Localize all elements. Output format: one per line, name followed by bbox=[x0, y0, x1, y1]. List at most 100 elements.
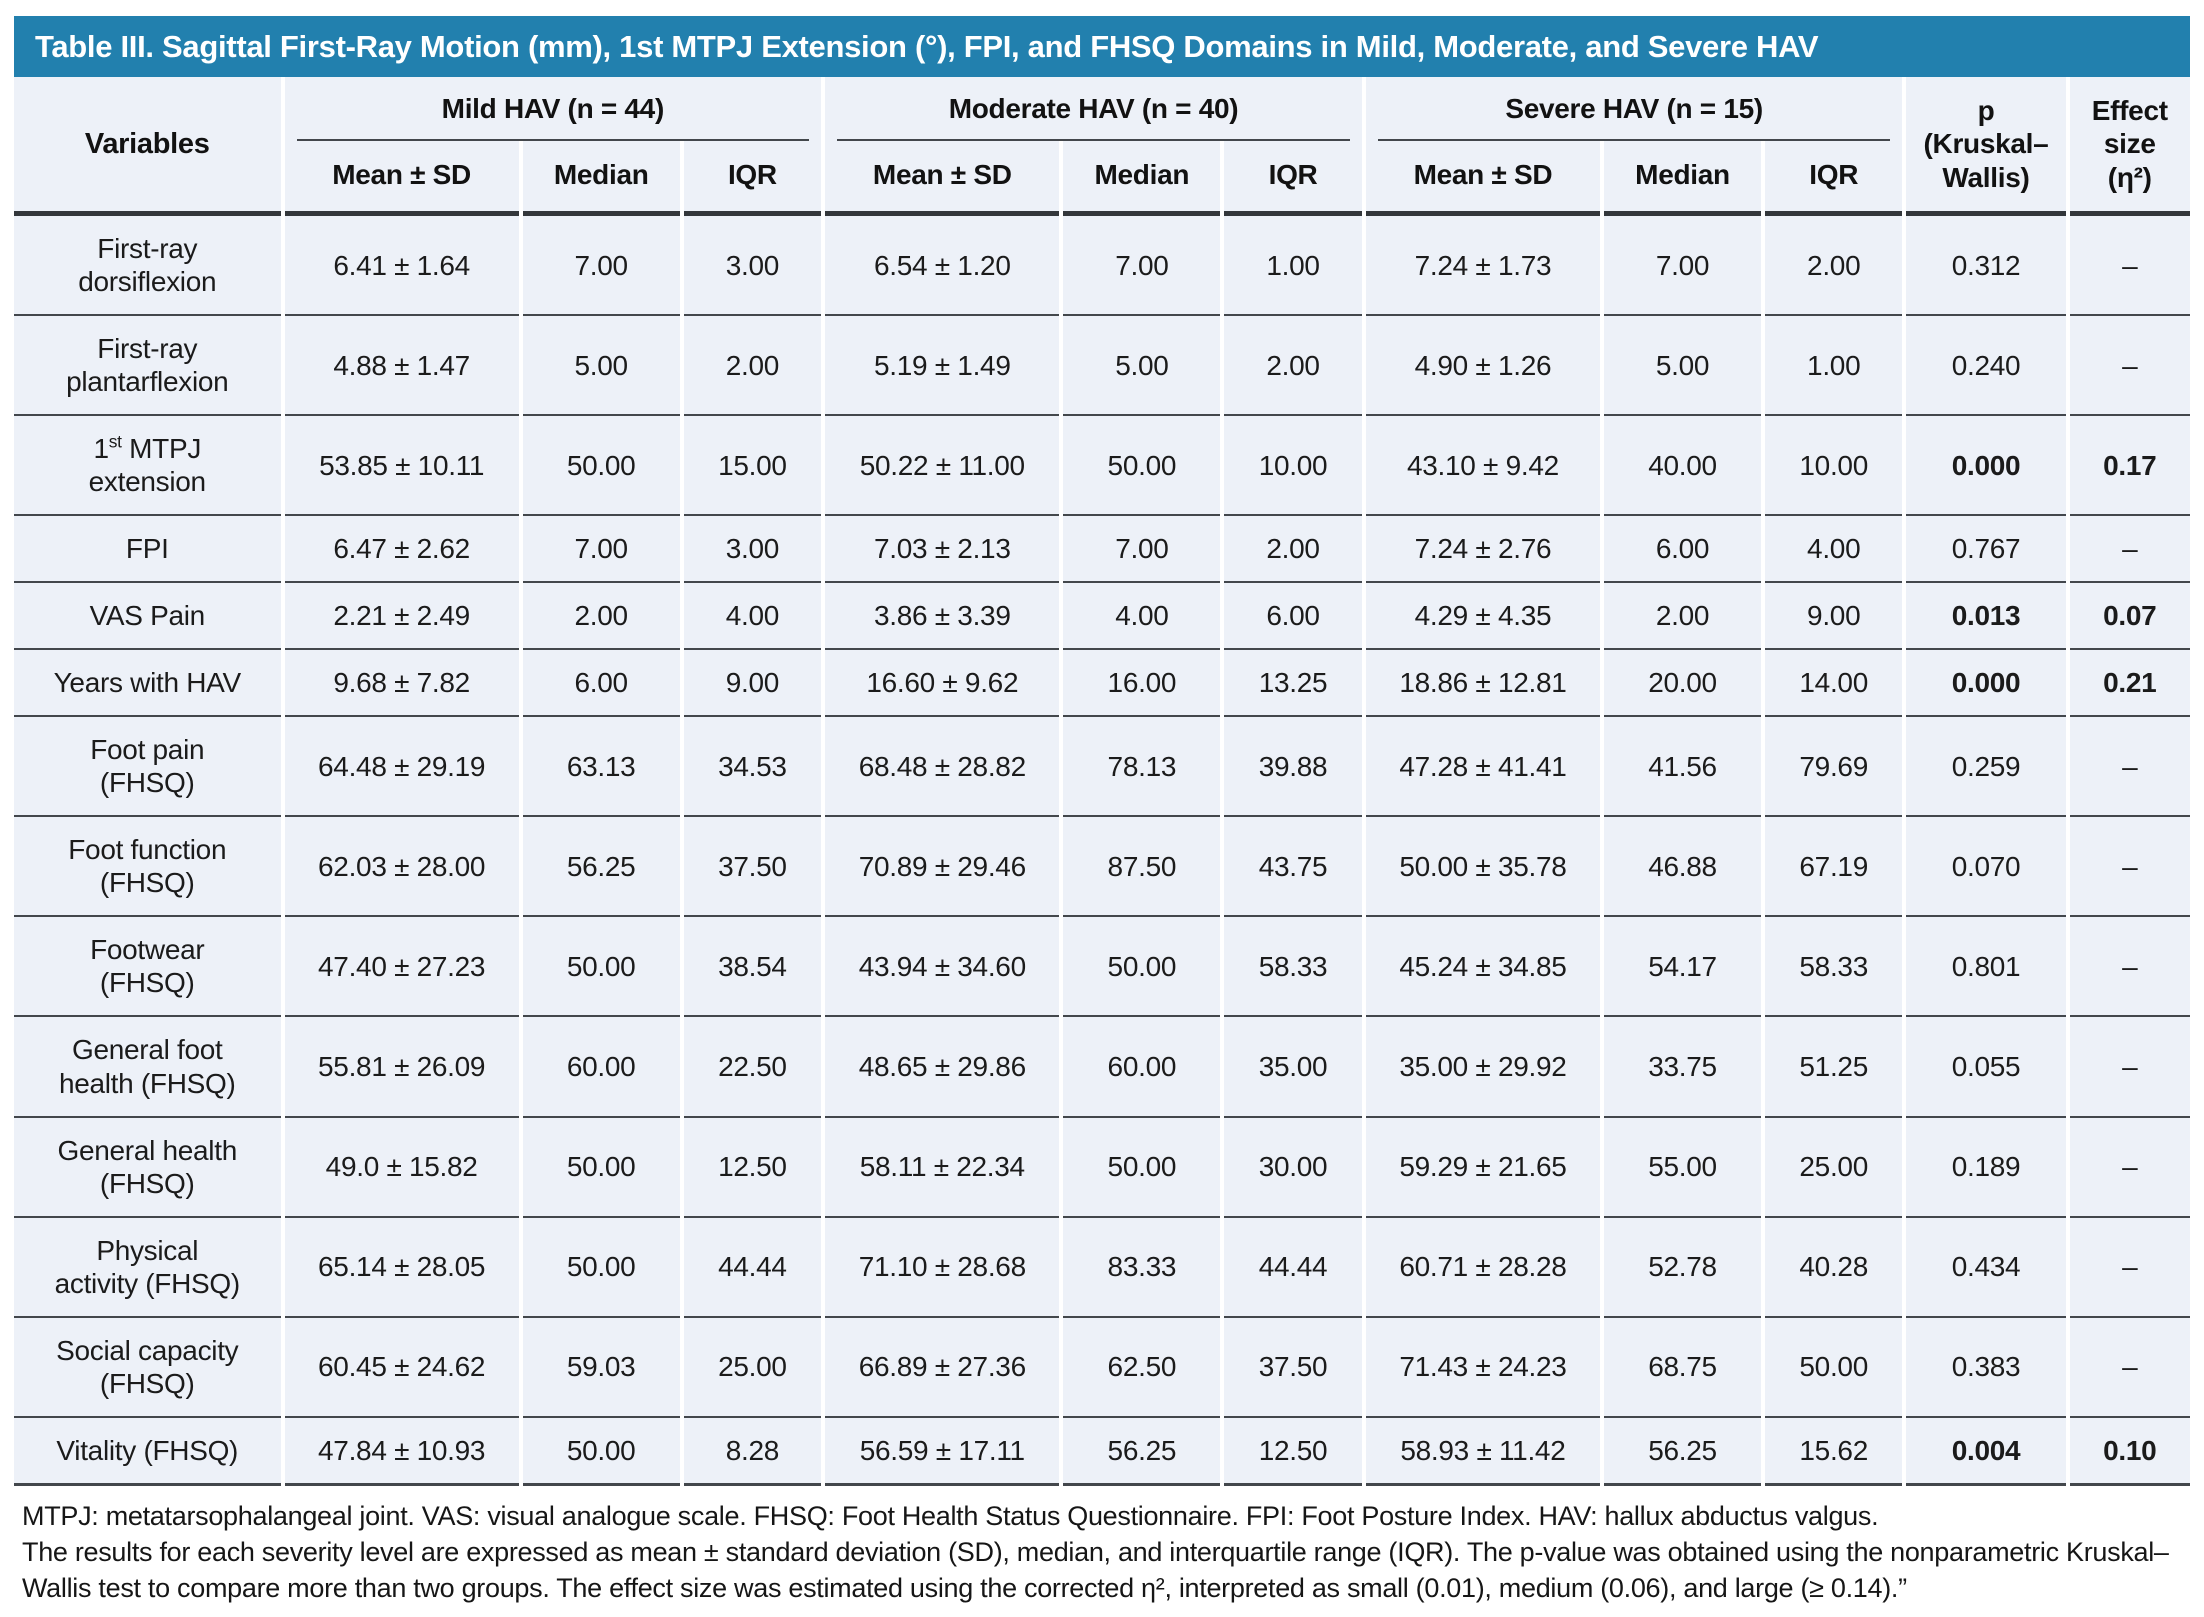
cell-value: 1.00 bbox=[1224, 216, 1362, 317]
cell-value: 50.00 bbox=[1764, 1317, 1903, 1418]
cell-value: 40.28 bbox=[1764, 1217, 1903, 1318]
cell-value: 30.00 bbox=[1224, 1117, 1362, 1218]
cell-value: 62.03 ± 28.00 bbox=[284, 817, 519, 918]
subheader-moderate-iqr: IQR bbox=[1224, 141, 1362, 216]
cell-effect-size: 0.10 bbox=[2069, 1417, 2190, 1486]
footnote-abbreviations: MTPJ: metatarsophalangeal joint. VAS: vi… bbox=[22, 1500, 1879, 1531]
cell-value: 47.84 ± 10.93 bbox=[284, 1417, 519, 1486]
row-label: General health (FHSQ) bbox=[14, 1117, 281, 1218]
cell-value: 9.00 bbox=[683, 650, 822, 718]
table-row: Footwear (FHSQ) 47.40 ± 27.23 50.00 38.54 43… bbox=[14, 917, 2190, 1018]
table-row: First-ray dorsiflexion 6.41 ± 1.64 7.00 3.0… bbox=[14, 216, 2190, 317]
cell-value: 50.22 ± 11.00 bbox=[825, 416, 1060, 517]
table-header: Variables Mild HAV (n = 44) Moderate HAV… bbox=[14, 77, 2190, 216]
cell-value: 50.00 bbox=[522, 416, 680, 517]
cell-value: 9.68 ± 7.82 bbox=[284, 650, 519, 718]
subheader-mild-iqr: IQR bbox=[683, 141, 822, 216]
row-label-text: 1 bbox=[93, 433, 109, 465]
table-row: Vitality (FHSQ) 47.84 ± 10.93 50.00 8.28 56.… bbox=[14, 1417, 2190, 1486]
cell-effect-size: 0.17 bbox=[2069, 416, 2190, 517]
cell-value: 14.00 bbox=[1764, 650, 1903, 718]
cell-p-value: 0.004 bbox=[1906, 1417, 2066, 1486]
cell-value: 60.00 bbox=[1063, 1017, 1221, 1118]
cell-value: 50.00 bbox=[522, 917, 680, 1018]
cell-value: 22.50 bbox=[683, 1017, 822, 1118]
cell-value: 50.00 bbox=[522, 1117, 680, 1218]
subheader-severe-median: Median bbox=[1604, 141, 1761, 216]
cell-value: 66.89 ± 27.36 bbox=[825, 1317, 1060, 1418]
cell-value: 6.54 ± 1.20 bbox=[825, 216, 1060, 317]
group-header-mild: Mild HAV (n = 44) bbox=[284, 77, 822, 141]
cell-value: 50.00 ± 35.78 bbox=[1365, 817, 1601, 918]
cell-value: 41.56 bbox=[1604, 717, 1761, 818]
cell-value: 68.75 bbox=[1604, 1317, 1761, 1418]
cell-p-value: 0.070 bbox=[1906, 817, 2066, 918]
cell-value: 45.24 ± 34.85 bbox=[1365, 917, 1601, 1018]
cell-value: 18.86 ± 12.81 bbox=[1365, 650, 1601, 718]
cell-effect-size: – bbox=[2069, 316, 2190, 417]
row-label: Social capacity (FHSQ) bbox=[14, 1317, 281, 1418]
table-title: Table III. Sagittal First-Ray Motion (mm… bbox=[14, 16, 2190, 77]
cell-value: 4.00 bbox=[1063, 583, 1221, 651]
cell-value: 53.85 ± 10.11 bbox=[284, 416, 519, 517]
cell-value: 52.78 bbox=[1604, 1217, 1761, 1318]
cell-value: 4.29 ± 4.35 bbox=[1365, 583, 1601, 651]
cell-p-value: 0.189 bbox=[1906, 1117, 2066, 1218]
cell-effect-size: – bbox=[2069, 516, 2190, 584]
group-header-mild-label: Mild HAV (n = 44) bbox=[296, 93, 810, 141]
subcolumn-header-row: Mean ± SD Median IQR Mean ± SD Median IQ… bbox=[14, 141, 2190, 216]
row-label: First-ray dorsiflexion bbox=[14, 216, 281, 317]
cell-value: 70.89 ± 29.46 bbox=[825, 817, 1060, 918]
cell-value: 56.25 bbox=[1063, 1417, 1221, 1486]
cell-p-value: 0.312 bbox=[1906, 216, 2066, 317]
cell-value: 71.10 ± 28.68 bbox=[825, 1217, 1060, 1318]
cell-value: 6.00 bbox=[522, 650, 680, 718]
cell-value: 83.33 bbox=[1063, 1217, 1221, 1318]
cell-value: 62.50 bbox=[1063, 1317, 1221, 1418]
row-label: Foot pain (FHSQ) bbox=[14, 717, 281, 818]
group-header-moderate: Moderate HAV (n = 40) bbox=[825, 77, 1362, 141]
table-row: Social capacity (FHSQ) 60.45 ± 24.62 59.03… bbox=[14, 1317, 2190, 1418]
cell-effect-size: 0.07 bbox=[2069, 583, 2190, 651]
cell-value: 78.13 bbox=[1063, 717, 1221, 818]
cell-value: 43.75 bbox=[1224, 817, 1362, 918]
cell-value: 5.00 bbox=[1063, 316, 1221, 417]
cell-value: 63.13 bbox=[522, 717, 680, 818]
cell-value: 68.48 ± 28.82 bbox=[825, 717, 1060, 818]
cell-value: 15.62 bbox=[1764, 1417, 1903, 1486]
table-row: Foot pain (FHSQ) 64.48 ± 29.19 63.13 34.53 6… bbox=[14, 717, 2190, 818]
cell-effect-size: – bbox=[2069, 717, 2190, 818]
cell-value: 20.00 bbox=[1604, 650, 1761, 718]
cell-effect-size: – bbox=[2069, 1217, 2190, 1318]
cell-value: 2.00 bbox=[1224, 516, 1362, 584]
cell-value: 58.33 bbox=[1224, 917, 1362, 1018]
table-row: 1st MTPJ extension 53.85 ± 10.11 50.00 15.0… bbox=[14, 416, 2190, 517]
cell-value: 64.48 ± 29.19 bbox=[284, 717, 519, 818]
cell-value: 33.75 bbox=[1604, 1017, 1761, 1118]
cell-effect-size: – bbox=[2069, 1117, 2190, 1218]
cell-value: 4.00 bbox=[683, 583, 822, 651]
subheader-mild-mean-sd: Mean ± SD bbox=[284, 141, 519, 216]
row-label: Vitality (FHSQ) bbox=[14, 1417, 281, 1486]
footnote-methods: The results for each severity level are … bbox=[22, 1536, 2169, 1603]
table-row: First-ray plantarflexion 4.88 ± 1.47 5.00 2… bbox=[14, 316, 2190, 417]
cell-value: 7.00 bbox=[522, 516, 680, 584]
cell-value: 48.65 ± 29.86 bbox=[825, 1017, 1060, 1118]
cell-value: 25.00 bbox=[1764, 1117, 1903, 1218]
row-label: FPI bbox=[14, 516, 281, 584]
cell-effect-size: – bbox=[2069, 917, 2190, 1018]
cell-value: 58.11 ± 22.34 bbox=[825, 1117, 1060, 1218]
cell-value: 59.29 ± 21.65 bbox=[1365, 1117, 1601, 1218]
cell-p-value: 0.013 bbox=[1906, 583, 2066, 651]
cell-value: 9.00 bbox=[1764, 583, 1903, 651]
cell-value: 6.47 ± 2.62 bbox=[284, 516, 519, 584]
cell-value: 10.00 bbox=[1764, 416, 1903, 517]
subheader-moderate-median: Median bbox=[1063, 141, 1221, 216]
cell-p-value: 0.383 bbox=[1906, 1317, 2066, 1418]
cell-value: 5.00 bbox=[522, 316, 680, 417]
table-row: General foot health (FHSQ) 55.81 ± 26.09 6… bbox=[14, 1017, 2190, 1118]
cell-value: 35.00 bbox=[1224, 1017, 1362, 1118]
group-header-severe: Severe HAV (n = 15) bbox=[1365, 77, 1903, 141]
cell-value: 4.00 bbox=[1764, 516, 1903, 584]
